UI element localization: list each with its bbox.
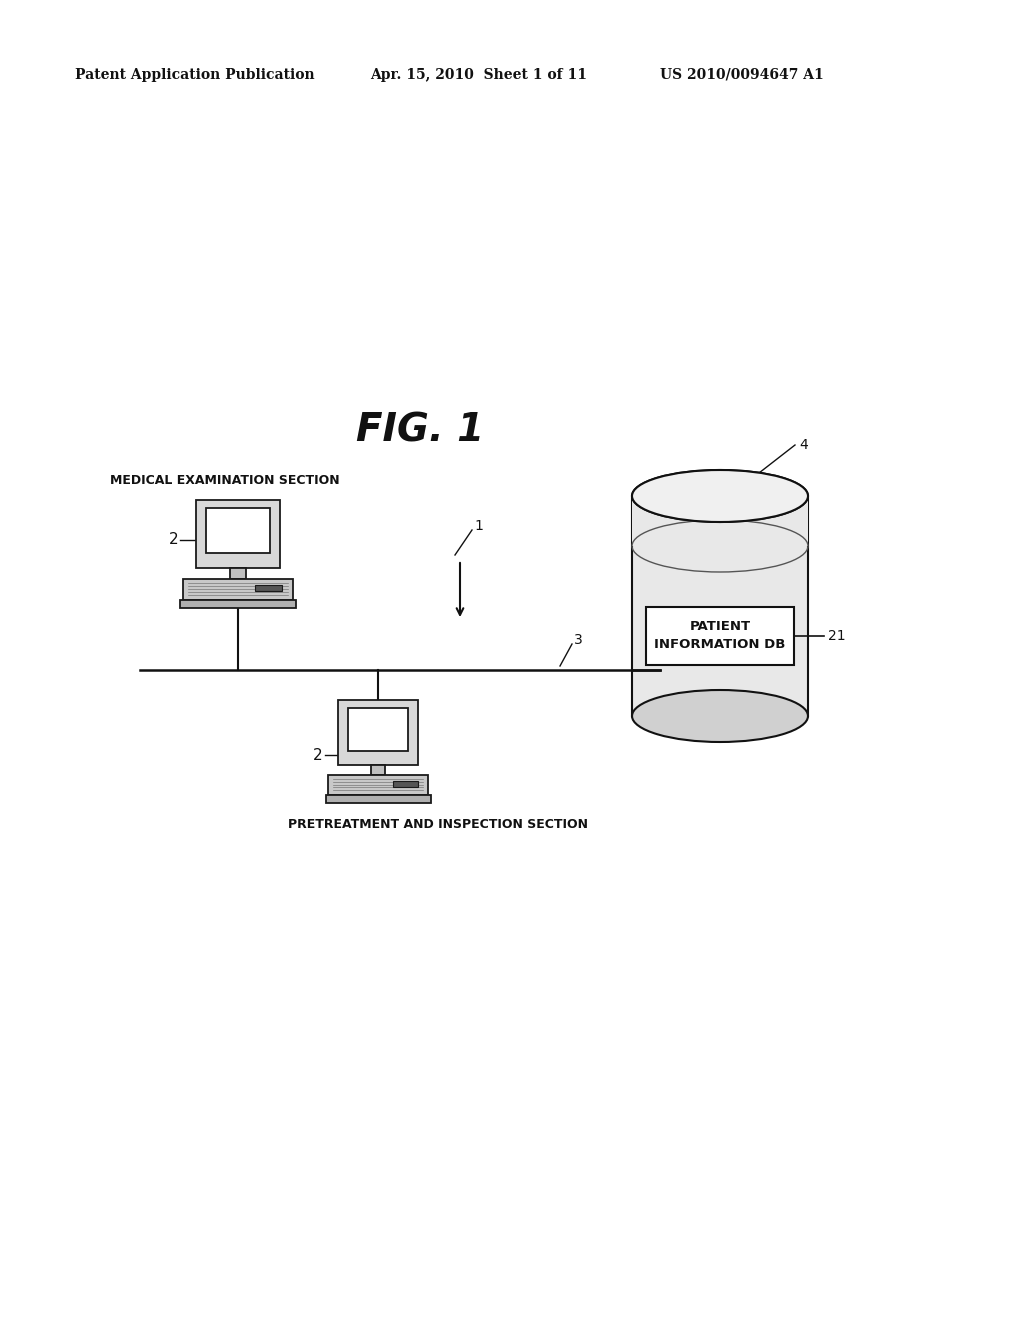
Bar xyxy=(183,578,293,599)
Text: Patent Application Publication: Patent Application Publication xyxy=(75,69,314,82)
Bar xyxy=(347,708,409,751)
Text: 4: 4 xyxy=(799,438,808,451)
Text: 2: 2 xyxy=(313,747,323,763)
Text: 2: 2 xyxy=(168,532,178,548)
Text: 21: 21 xyxy=(828,630,846,643)
Text: 3: 3 xyxy=(574,634,583,647)
Text: MEDICAL EXAMINATION SECTION: MEDICAL EXAMINATION SECTION xyxy=(110,474,340,487)
Ellipse shape xyxy=(632,470,808,521)
Bar xyxy=(371,766,385,775)
Bar xyxy=(632,496,808,715)
Bar xyxy=(646,607,794,665)
Text: Apr. 15, 2010  Sheet 1 of 11: Apr. 15, 2010 Sheet 1 of 11 xyxy=(370,69,587,82)
Text: INFORMATION DB: INFORMATION DB xyxy=(654,639,785,652)
Bar xyxy=(255,585,282,591)
Bar xyxy=(328,775,428,795)
Bar xyxy=(230,568,246,578)
Bar xyxy=(326,795,430,803)
Text: US 2010/0094647 A1: US 2010/0094647 A1 xyxy=(660,69,823,82)
Text: FIG. 1: FIG. 1 xyxy=(356,411,484,449)
Bar xyxy=(632,496,808,546)
Bar xyxy=(180,599,296,609)
Bar xyxy=(196,500,280,568)
Bar xyxy=(393,781,418,787)
Bar xyxy=(206,508,270,553)
Text: PRETREATMENT AND INSPECTION SECTION: PRETREATMENT AND INSPECTION SECTION xyxy=(288,818,588,832)
Text: 1: 1 xyxy=(474,519,483,533)
Ellipse shape xyxy=(632,690,808,742)
Ellipse shape xyxy=(632,470,808,521)
Bar xyxy=(338,700,418,766)
Text: PATIENT: PATIENT xyxy=(689,620,751,634)
